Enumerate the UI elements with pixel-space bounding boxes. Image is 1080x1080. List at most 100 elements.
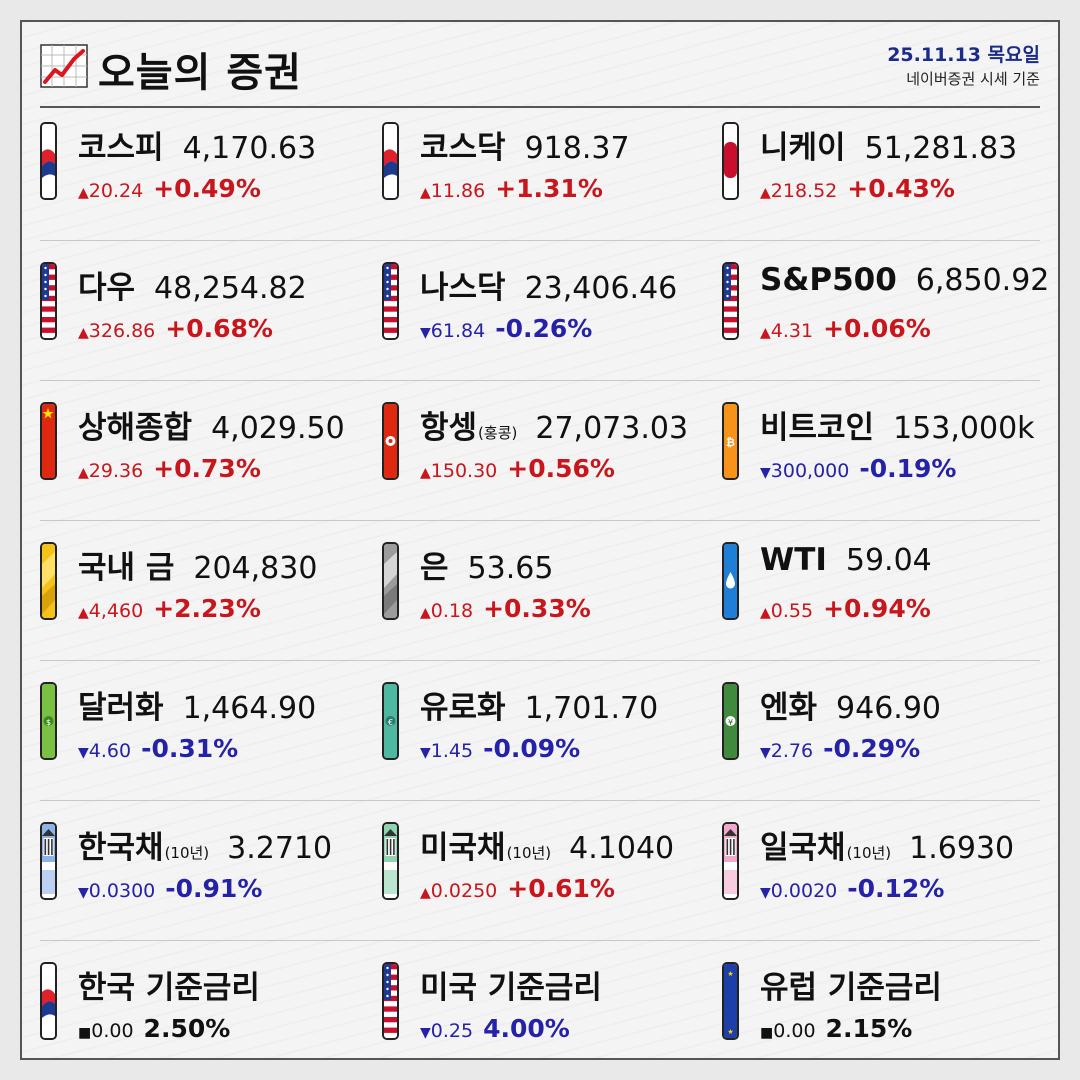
change-arrow-icon: ▼: [420, 1025, 431, 1041]
quote-label: 상해종합: [78, 410, 193, 446]
quote-label: 유럽 기준금리: [760, 970, 942, 1006]
quote-label: 한국채: [78, 830, 164, 866]
change-line: ▲20.24 +0.49%: [78, 174, 261, 203]
yen-flag-icon: ¥: [722, 682, 739, 760]
quote-label: 비트코인: [760, 410, 875, 446]
quote-name: 니케이 51,281.83: [760, 122, 1017, 167]
quote-cell: 한국 기준금리 ■0.00 2.50%: [40, 962, 380, 1052]
quote-name: 일국채(10년) 1.6930: [760, 822, 1014, 867]
change-amount: 11.86: [430, 180, 486, 202]
quote-label: 미국채: [420, 830, 506, 866]
change-arrow-icon: ▼: [760, 465, 771, 481]
change-amount: 0.18: [430, 600, 474, 622]
china-flag-icon: [40, 402, 57, 480]
quote-cell: 미국채(10년) 4.1040 ▲0.0250 +0.61%: [382, 822, 722, 912]
quote-value: 153,000k: [893, 411, 1035, 446]
svg-text:★: ★: [727, 970, 733, 978]
change-amount: 0.0300: [88, 880, 156, 902]
change-percent: -0.26%: [495, 314, 593, 343]
quote-cell: $ 달러화 1,464.90 ▼4.60 -0.31%: [40, 682, 380, 772]
quote-value: 946.90: [836, 691, 942, 726]
quote-cell: 니케이 51,281.83 ▲218.52 +0.43%: [722, 122, 1062, 212]
change-line: ▼0.25 4.00%: [420, 1014, 570, 1043]
dollar-flag-icon: $: [40, 682, 57, 760]
change-amount: 4.31: [770, 320, 814, 342]
change-amount: 0.25: [430, 1020, 474, 1042]
change-amount: 150.30: [430, 460, 498, 482]
change-arrow-icon: ▲: [78, 465, 89, 481]
quote-cell: 항셍(홍콩) 27,073.03 ▲150.30 +0.56%: [382, 402, 722, 492]
quote-name: 국내 금 204,830: [78, 542, 317, 587]
quote-value: 53.65: [467, 551, 554, 586]
quote-label: 항셍: [420, 410, 478, 446]
change-line: ▼0.0020 -0.12%: [760, 874, 944, 903]
change-arrow-icon: ▼: [760, 885, 771, 901]
quote-cell: € 유로화 1,701.70 ▼1.45 -0.09%: [382, 682, 722, 772]
quote-label: 미국 기준금리: [420, 970, 602, 1006]
change-percent: +0.43%: [847, 174, 955, 203]
bond-blue-flag-icon: [40, 822, 57, 900]
quote-cell: ₿ 비트코인 153,000k ▼300,000 -0.19%: [722, 402, 1062, 492]
change-line: ▲0.18 +0.33%: [420, 594, 591, 623]
change-percent: +0.06%: [823, 314, 931, 343]
change-amount: 2.76: [770, 740, 814, 762]
quote-label: 니케이: [760, 130, 846, 166]
quote-value: 51,281.83: [864, 131, 1018, 166]
quote-name: 상해종합 4,029.50: [78, 402, 345, 447]
quote-cell: 일국채(10년) 1.6930 ▼0.0020 -0.12%: [722, 822, 1062, 912]
change-percent: -0.12%: [847, 874, 945, 903]
quote-cell: 은 53.65 ▲0.18 +0.33%: [382, 542, 722, 632]
change-percent: +0.94%: [823, 594, 931, 623]
change-percent: 4.00%: [483, 1014, 570, 1043]
change-arrow-icon: ▲: [420, 605, 431, 621]
change-arrow-icon: ▲: [420, 465, 431, 481]
quote-sublabel: (홍콩): [478, 424, 518, 442]
quote-value: 3.2710: [227, 831, 333, 866]
quote-label: 한국 기준금리: [78, 970, 260, 1006]
usa-flag-icon: [40, 262, 57, 340]
change-amount: 61.84: [430, 320, 486, 342]
gold-flag-icon: [40, 542, 57, 620]
change-percent: +1.31%: [495, 174, 603, 203]
usa-flag-icon: [382, 962, 399, 1040]
quote-sublabel: (10년): [846, 844, 892, 862]
change-line: ▼0.0300 -0.91%: [78, 874, 262, 903]
change-line: ▼1.45 -0.09%: [420, 734, 580, 763]
change-line: ▲29.36 +0.73%: [78, 454, 261, 483]
row-divider: [40, 660, 1040, 661]
quote-name: S&P500 6,850.92: [760, 262, 1049, 298]
quote-value: 48,254.82: [154, 271, 307, 306]
change-amount: 0.00: [773, 1020, 816, 1042]
quote-cell: 국내 금 204,830 ▲4,460 +2.23%: [40, 542, 380, 632]
quote-name: 항셍(홍콩) 27,073.03: [420, 402, 688, 447]
usa-flag-icon: [382, 262, 399, 340]
change-percent: -0.29%: [823, 734, 921, 763]
change-amount: 0.55: [770, 600, 814, 622]
change-line: ▲4,460 +2.23%: [78, 594, 261, 623]
change-percent: +2.23%: [153, 594, 261, 623]
quote-name: 미국채(10년) 4.1040: [420, 822, 674, 867]
change-amount: 20.24: [88, 180, 144, 202]
change-arrow-icon: ▲: [760, 605, 771, 621]
quote-value: 1,464.90: [182, 691, 317, 726]
svg-text:¥: ¥: [728, 718, 733, 727]
quote-name: 한국 기준금리: [78, 962, 279, 1007]
change-arrow-icon: ▼: [78, 745, 89, 761]
silver-flag-icon: [382, 542, 399, 620]
change-arrow-icon: ▼: [760, 745, 771, 761]
euro-flag-icon: €: [382, 682, 399, 760]
change-amount: 326.86: [88, 320, 156, 342]
quote-label: 국내 금: [78, 550, 175, 586]
svg-text:$: $: [46, 718, 51, 727]
quote-name: 나스닥 23,406.46: [420, 262, 677, 307]
change-amount: 4.60: [88, 740, 132, 762]
change-amount: 0.0020: [770, 880, 838, 902]
quote-label: S&P500: [760, 262, 897, 298]
hongkong-flag-icon: [382, 402, 399, 480]
quote-value: 4,029.50: [211, 411, 345, 446]
rising-chart-icon: [40, 44, 88, 88]
quote-name: 유로화 1,701.70: [420, 682, 658, 727]
change-percent: 2.50%: [143, 1014, 231, 1043]
quote-cell: 다우 48,254.82 ▲326.86 +0.68%: [40, 262, 380, 352]
quote-value: 204,830: [193, 551, 318, 586]
